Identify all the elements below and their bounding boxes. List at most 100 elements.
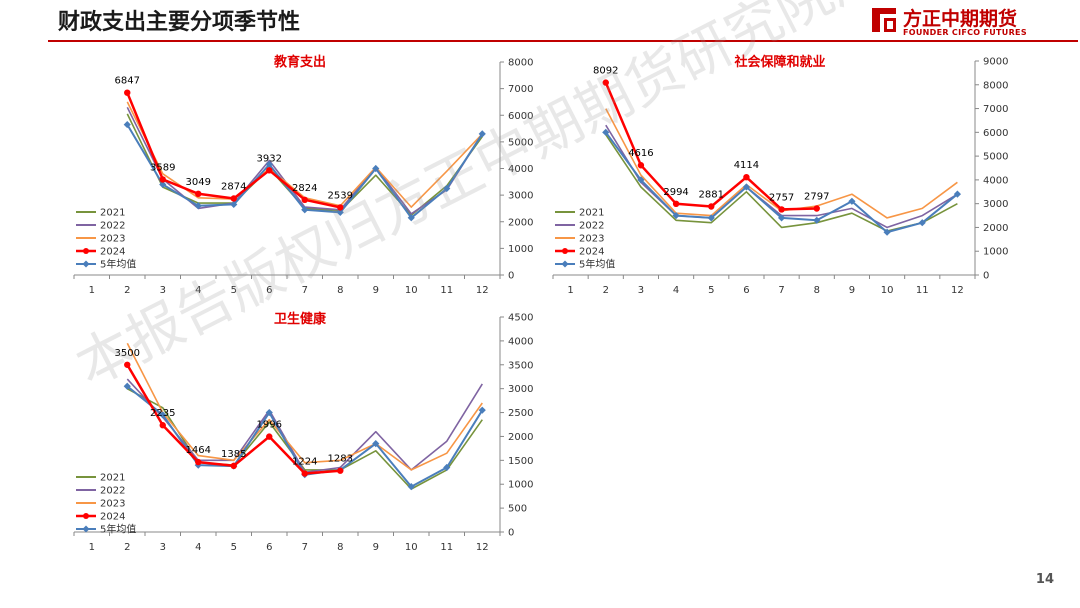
data-point-avg xyxy=(230,200,238,209)
x-tick-label: 5 xyxy=(231,542,237,553)
legend-marker xyxy=(562,248,568,254)
data-point-2024 xyxy=(230,195,237,202)
data-label: 2824 xyxy=(292,183,317,194)
y-tick-label: 4000 xyxy=(508,164,533,175)
data-point-2024 xyxy=(195,190,202,198)
y-tick-label: 3000 xyxy=(508,191,533,202)
data-point-avg xyxy=(443,184,451,193)
x-tick-label: 7 xyxy=(302,542,308,553)
data-label: 1464 xyxy=(186,445,211,456)
x-tick-label: 1 xyxy=(89,285,95,296)
header-divider xyxy=(48,40,1078,42)
data-point-avg xyxy=(407,214,415,222)
company-logo: 方正中期期货 FOUNDER CIFCO FUTURES xyxy=(870,4,1070,38)
y-tick-label: 6000 xyxy=(983,128,1008,139)
x-tick-label: 4 xyxy=(195,285,201,296)
y-tick-label: 9000 xyxy=(983,57,1008,68)
data-point-avg xyxy=(602,128,610,136)
data-point-avg xyxy=(407,483,415,491)
data-point-2024 xyxy=(230,462,237,470)
data-point-avg xyxy=(848,197,856,205)
x-tick-label: 3 xyxy=(638,285,644,296)
data-point-2024 xyxy=(708,203,715,210)
y-tick-label: 1000 xyxy=(508,244,533,255)
data-label: 2757 xyxy=(769,192,794,203)
x-tick-label: 6 xyxy=(266,542,272,553)
x-tick-label: 2 xyxy=(124,542,130,553)
data-point-2024 xyxy=(672,200,680,208)
data-label: 4616 xyxy=(628,148,653,159)
x-tick-label: 4 xyxy=(673,285,679,296)
legend-label: 2022 xyxy=(579,221,604,232)
legend-label: 5年均值 xyxy=(579,258,615,271)
x-tick-label: 8 xyxy=(337,285,343,296)
legend-label: 2024 xyxy=(100,512,125,523)
x-tick-label: 9 xyxy=(373,542,379,553)
legend-label: 5年均值 xyxy=(100,523,136,536)
data-label: 3500 xyxy=(115,348,140,359)
x-tick-label: 3 xyxy=(160,285,166,296)
x-tick-label: 1 xyxy=(567,285,573,296)
data-point-2024 xyxy=(266,167,273,174)
data-point-avg xyxy=(777,214,786,222)
chart-title: 社会保障和就业 xyxy=(733,54,825,70)
data-point-avg xyxy=(478,130,486,138)
logo-text-cn: 方正中期期货 xyxy=(903,8,1018,30)
data-point-avg xyxy=(813,216,821,224)
x-tick-label: 10 xyxy=(881,285,894,296)
y-tick-label: 2000 xyxy=(508,432,533,443)
x-tick-label: 6 xyxy=(743,285,749,296)
data-point-avg xyxy=(443,463,451,472)
x-tick-label: 7 xyxy=(302,285,308,296)
y-tick-label: 6000 xyxy=(508,111,533,122)
data-point-avg xyxy=(123,120,131,129)
legend-label: 2021 xyxy=(100,473,125,484)
page-number: 14 xyxy=(1035,572,1054,587)
data-point-avg xyxy=(159,411,167,419)
data-label: 2539 xyxy=(328,190,353,201)
y-tick-label: 8000 xyxy=(983,80,1008,91)
y-tick-label: 3500 xyxy=(508,360,533,371)
x-tick-label: 12 xyxy=(951,285,964,296)
series-line-5年均值 xyxy=(126,124,484,219)
x-tick-label: 2 xyxy=(124,285,130,296)
data-point-2024 xyxy=(637,162,645,169)
data-point-avg xyxy=(637,176,645,184)
y-tick-label: 0 xyxy=(983,271,989,282)
data-point-2024 xyxy=(266,433,273,440)
x-tick-label: 8 xyxy=(337,542,343,553)
y-tick-label: 7000 xyxy=(508,84,533,95)
x-tick-label: 3 xyxy=(160,542,166,553)
logo-mark-icon xyxy=(872,8,896,32)
page-title: 财政支出主要分项季节性 xyxy=(58,10,301,35)
data-point-2024 xyxy=(337,204,344,211)
y-tick-label: 5000 xyxy=(508,137,533,148)
y-tick-label: 8000 xyxy=(508,58,533,69)
data-label: 1385 xyxy=(221,449,246,460)
y-tick-label: 3000 xyxy=(508,384,533,395)
x-tick-label: 8 xyxy=(814,285,820,296)
legend-marker xyxy=(83,248,89,254)
data-point-avg xyxy=(265,160,273,169)
y-tick-label: 0 xyxy=(508,271,514,282)
data-point-2024 xyxy=(778,206,785,213)
legend-label: 2023 xyxy=(579,234,604,245)
data-point-avg xyxy=(123,382,131,390)
data-label: 1283 xyxy=(328,454,353,465)
y-tick-label: 4000 xyxy=(983,175,1008,186)
data-point-2024 xyxy=(159,176,166,183)
legend-label: 2022 xyxy=(100,486,125,497)
x-tick-label: 11 xyxy=(916,285,929,296)
y-tick-label: 500 xyxy=(508,504,527,515)
x-tick-label: 5 xyxy=(708,285,714,296)
y-tick-label: 4500 xyxy=(508,313,533,324)
data-label: 2994 xyxy=(663,187,688,198)
data-label: 2881 xyxy=(699,189,724,200)
x-tick-label: 11 xyxy=(440,285,453,296)
x-tick-label: 1 xyxy=(89,542,95,553)
legend-label: 2024 xyxy=(579,247,604,258)
legend-marker xyxy=(83,513,89,519)
y-tick-label: 0 xyxy=(508,528,514,539)
